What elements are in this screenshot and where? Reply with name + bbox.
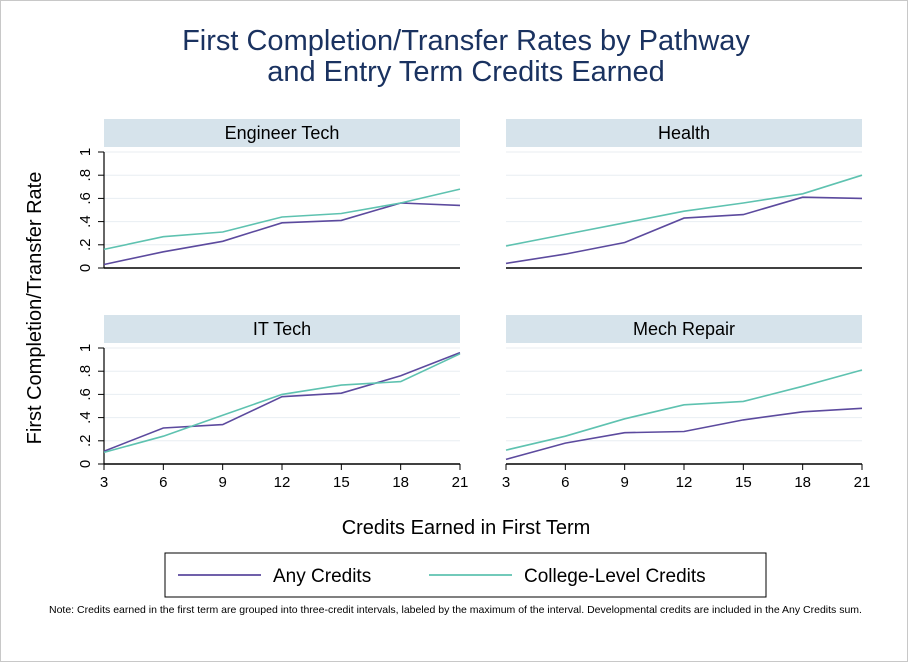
y-tick-label: .8 [77, 365, 94, 378]
y-tick-label: .6 [77, 388, 94, 401]
series-line-college-level-credits [505, 369, 863, 451]
x-tick-label: 18 [794, 474, 811, 491]
y-tick-label: 0 [77, 460, 94, 468]
x-tick-label: 12 [676, 474, 693, 491]
series-line-college-level-credits [103, 188, 461, 251]
x-axis-label: Credits Earned in First Term [342, 517, 591, 539]
x-tick-label: 21 [854, 474, 871, 491]
legend-label-any-credits: Any Credits [273, 566, 371, 587]
series-line-any-credits [505, 407, 863, 461]
x-tick-label: 3 [502, 474, 510, 491]
y-tick-label: .8 [77, 169, 94, 182]
series-line-any-credits [505, 196, 863, 265]
panel-it-tech: IT Tech 0 .2 .4 .6 .8 1 3 6 9 12 15 18 21 [77, 315, 468, 491]
y-axis-label: First Completion/Transfer Rate [24, 172, 46, 445]
y-tick-label: .4 [77, 411, 94, 424]
series-line-college-level-credits [505, 174, 863, 247]
y-tick-label: 1 [77, 344, 94, 352]
panel-mech-repair: Mech Repair 3 6 9 12 15 18 21 [502, 315, 871, 491]
panel-title: Health [658, 123, 710, 143]
series-line-any-credits [103, 351, 461, 452]
x-tick-label: 6 [561, 474, 569, 491]
y-tick-label: .4 [77, 215, 94, 228]
panel-strip [506, 119, 862, 147]
x-tick-label: 9 [620, 474, 628, 491]
series-line-any-credits [103, 202, 461, 266]
y-tick-label: .2 [77, 239, 94, 252]
y-tick-label: .6 [77, 192, 94, 205]
series-line-college-level-credits [103, 353, 461, 454]
legend: Any Credits College-Level Credits [164, 552, 767, 598]
x-tick-label: 15 [735, 474, 752, 491]
x-tick-label: 6 [159, 474, 167, 491]
chart-title-line-1: First Completion/Transfer Rates by Pathw… [182, 25, 750, 57]
y-tick-label: 0 [77, 264, 94, 272]
x-tick-label: 12 [274, 474, 291, 491]
panel-title: Engineer Tech [225, 123, 340, 143]
panel-title: IT Tech [253, 319, 311, 339]
legend-label-college-level-credits: College-Level Credits [524, 566, 706, 587]
x-tick-label: 15 [333, 474, 350, 491]
panel-engineer-tech: Engineer Tech 0 .2 .4 .6 .8 1 [77, 119, 461, 272]
chart-note: Note: Credits earned in the first term a… [49, 604, 862, 616]
chart-title-line-2: and Entry Term Credits Earned [267, 56, 665, 88]
y-tick-label: 1 [77, 148, 94, 156]
x-tick-label: 9 [218, 474, 226, 491]
panel-strip [104, 119, 460, 147]
panel-strip [104, 315, 460, 343]
x-tick-label: 18 [392, 474, 409, 491]
panel-health: Health [505, 119, 863, 269]
panel-strip [506, 315, 862, 343]
y-tick-label: .2 [77, 435, 94, 448]
panel-title: Mech Repair [633, 319, 735, 339]
x-tick-label: 3 [100, 474, 108, 491]
x-tick-label: 21 [452, 474, 469, 491]
